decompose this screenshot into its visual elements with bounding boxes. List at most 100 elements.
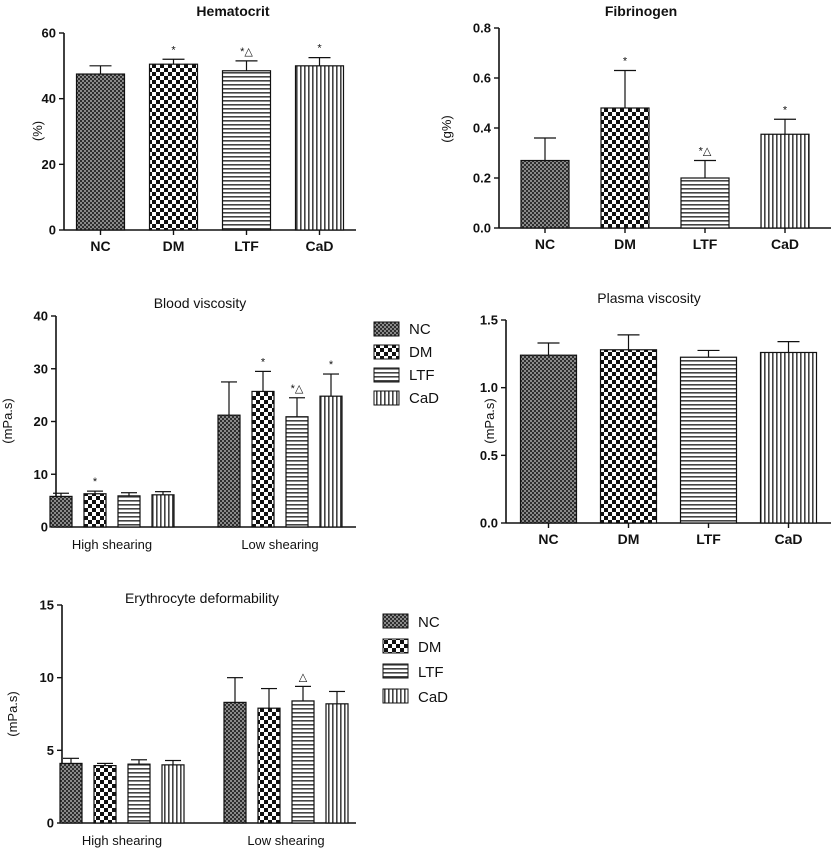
- bar-nc: [519, 354, 578, 524]
- blood-viscosity-y-tick: 40: [34, 309, 48, 324]
- bar-cad: [325, 703, 349, 824]
- hematocrit-y-tick: 0: [49, 223, 56, 238]
- erythrocyte-deformability-plot-area: [57, 604, 356, 824]
- plasma-viscosity-y-tick: 0.5: [480, 448, 498, 463]
- legend-label-ltf: LTF: [409, 367, 435, 384]
- bar-nc: [520, 159, 570, 229]
- hematocrit-significance-mark: *: [171, 44, 176, 56]
- blood-viscosity-y-tick: 20: [34, 414, 48, 429]
- erythrocyte-deformability-y-tick: 0: [47, 816, 54, 831]
- fibrinogen-x-axis-categories: NC DM LTF CaD: [535, 236, 799, 252]
- bar-dm: [83, 493, 107, 528]
- bar-cad: [161, 764, 185, 824]
- erythrocyte-deformability-y-label: (mPa.s): [5, 691, 20, 737]
- bar-nc: [59, 762, 83, 824]
- plasma-viscosity-category-label: DM: [618, 531, 640, 547]
- bar-ltf: [285, 416, 309, 528]
- bar-ltf: [221, 70, 272, 231]
- fibrinogen-y-tick: 0.4: [473, 121, 492, 136]
- plasma-viscosity-y-label: (mPa.s): [482, 398, 497, 444]
- blood-viscosity-y-tick: 0: [41, 520, 48, 535]
- bar-nc: [223, 701, 247, 824]
- legend-label-cad: CaD: [409, 390, 439, 407]
- legend-label-dm: DM: [418, 639, 441, 656]
- bar-ltf: [291, 700, 315, 824]
- bar-nc: [217, 414, 241, 528]
- bar-cad: [759, 351, 818, 524]
- legend-label-dm: DM: [409, 344, 432, 361]
- hematocrit-panel: Hematocrit (%) 0 20 40 60 NC DM LTF CaD …: [30, 3, 356, 254]
- fibrinogen-y-axis-ticks: 0.0 0.2 0.4 0.6 0.8: [473, 21, 492, 236]
- fibrinogen-category-label: LTF: [693, 236, 718, 252]
- hematocrit-y-label: (%): [30, 121, 45, 141]
- blood-viscosity-title: Blood viscosity: [154, 295, 247, 311]
- hematocrit-category-label: DM: [163, 238, 185, 254]
- fibrinogen-y-tick: 0.2: [473, 171, 491, 186]
- plasma-viscosity-panel: Plasma viscosity (mPa.s) 0.0 0.5 1.0 1.5…: [480, 290, 831, 547]
- bar-cad: [760, 133, 810, 229]
- legend-swatch-dm: [382, 638, 409, 654]
- blood-viscosity-x-axis-groups: High shearing Low shearing: [72, 537, 319, 552]
- fibrinogen-plot-area: [494, 27, 831, 233]
- hematocrit-significance-mark: *: [317, 43, 322, 55]
- erythrocyte-deformability-panel: Erythrocyte deformability (mPa.s) 0 5 10…: [5, 590, 448, 848]
- bar-nc: [75, 73, 126, 231]
- fibrinogen-category-label: NC: [535, 236, 555, 252]
- hematocrit-category-label: CaD: [305, 238, 333, 254]
- hematocrit-annotations: * *△ *: [171, 43, 322, 58]
- legend-swatch-ltf: [382, 663, 409, 679]
- bar-dm: [600, 107, 650, 229]
- legend-label-cad: CaD: [418, 689, 448, 706]
- bar-dm: [257, 707, 281, 824]
- bar-ltf: [679, 356, 738, 524]
- blood-viscosity-significance-mark: *: [329, 359, 334, 371]
- legend-swatch-dm: [373, 344, 400, 360]
- bar-dm: [599, 349, 658, 524]
- blood-viscosity-group-label: Low shearing: [241, 537, 318, 552]
- bar-ltf: [117, 495, 141, 528]
- hematocrit-y-tick: 60: [42, 26, 56, 41]
- erythrocyte-deformability-y-tick: 5: [47, 743, 54, 758]
- erythrocyte-deformability-y-tick: 10: [40, 670, 54, 685]
- bar-ltf: [127, 763, 151, 824]
- plasma-viscosity-category-label: LTF: [696, 531, 721, 547]
- blood-viscosity-annotations: * * *△ *: [93, 356, 334, 488]
- plasma-viscosity-y-tick: 1.0: [480, 380, 498, 395]
- blood-viscosity-significance-mark: *: [93, 476, 98, 488]
- hematocrit-y-tick: 40: [42, 91, 56, 106]
- hematocrit-y-axis-ticks: 0 20 40 60: [42, 26, 56, 238]
- blood-viscosity-group-label: High shearing: [72, 537, 152, 552]
- blood-viscosity-y-label: (mPa.s): [0, 398, 15, 444]
- legend-swatch-nc: [382, 613, 409, 629]
- bar-cad: [319, 395, 343, 528]
- erythrocyte-deformability-title: Erythrocyte deformability: [125, 590, 279, 606]
- erythrocyte-deformability-annotations: △: [299, 671, 308, 683]
- bar-nc: [49, 495, 73, 528]
- erythrocyte-deformability-y-tick: 15: [40, 598, 54, 613]
- hematocrit-category-label: LTF: [234, 238, 259, 254]
- plasma-viscosity-y-tick: 0.0: [480, 516, 498, 531]
- erythrocyte-deformability-y-axis-ticks: 0 5 10 15: [40, 598, 54, 831]
- fibrinogen-significance-mark: *: [783, 104, 788, 116]
- erythrocyte-deformability-significance-mark: △: [299, 671, 308, 683]
- fibrinogen-y-label: (g%): [439, 115, 454, 142]
- legend-swatch-cad: [382, 688, 409, 704]
- hematocrit-y-tick: 20: [42, 157, 56, 172]
- bar-dm: [148, 63, 199, 231]
- legend-label-nc: NC: [418, 614, 440, 631]
- hematocrit-plot-area: [59, 32, 356, 235]
- fibrinogen-category-label: CaD: [771, 236, 799, 252]
- blood-viscosity-significance-mark: *△: [291, 383, 304, 395]
- plasma-viscosity-category-label: CaD: [774, 531, 802, 547]
- fibrinogen-y-tick: 0.6: [473, 71, 491, 86]
- fibrinogen-significance-mark: *: [623, 56, 628, 68]
- legend-swatch-ltf: [373, 367, 400, 383]
- fibrinogen-y-tick: 0.0: [473, 221, 491, 236]
- erythrocyte-deformability-group-label: Low shearing: [247, 833, 324, 848]
- plasma-viscosity-y-tick: 1.5: [480, 313, 498, 328]
- erythrocyte-deformability-legend: NC DM LTF CaD: [382, 613, 448, 706]
- plasma-viscosity-x-axis-categories: NC DM LTF CaD: [538, 531, 802, 547]
- hematocrit-x-axis-categories: NC DM LTF CaD: [90, 238, 333, 254]
- fibrinogen-significance-mark: *△: [699, 146, 712, 158]
